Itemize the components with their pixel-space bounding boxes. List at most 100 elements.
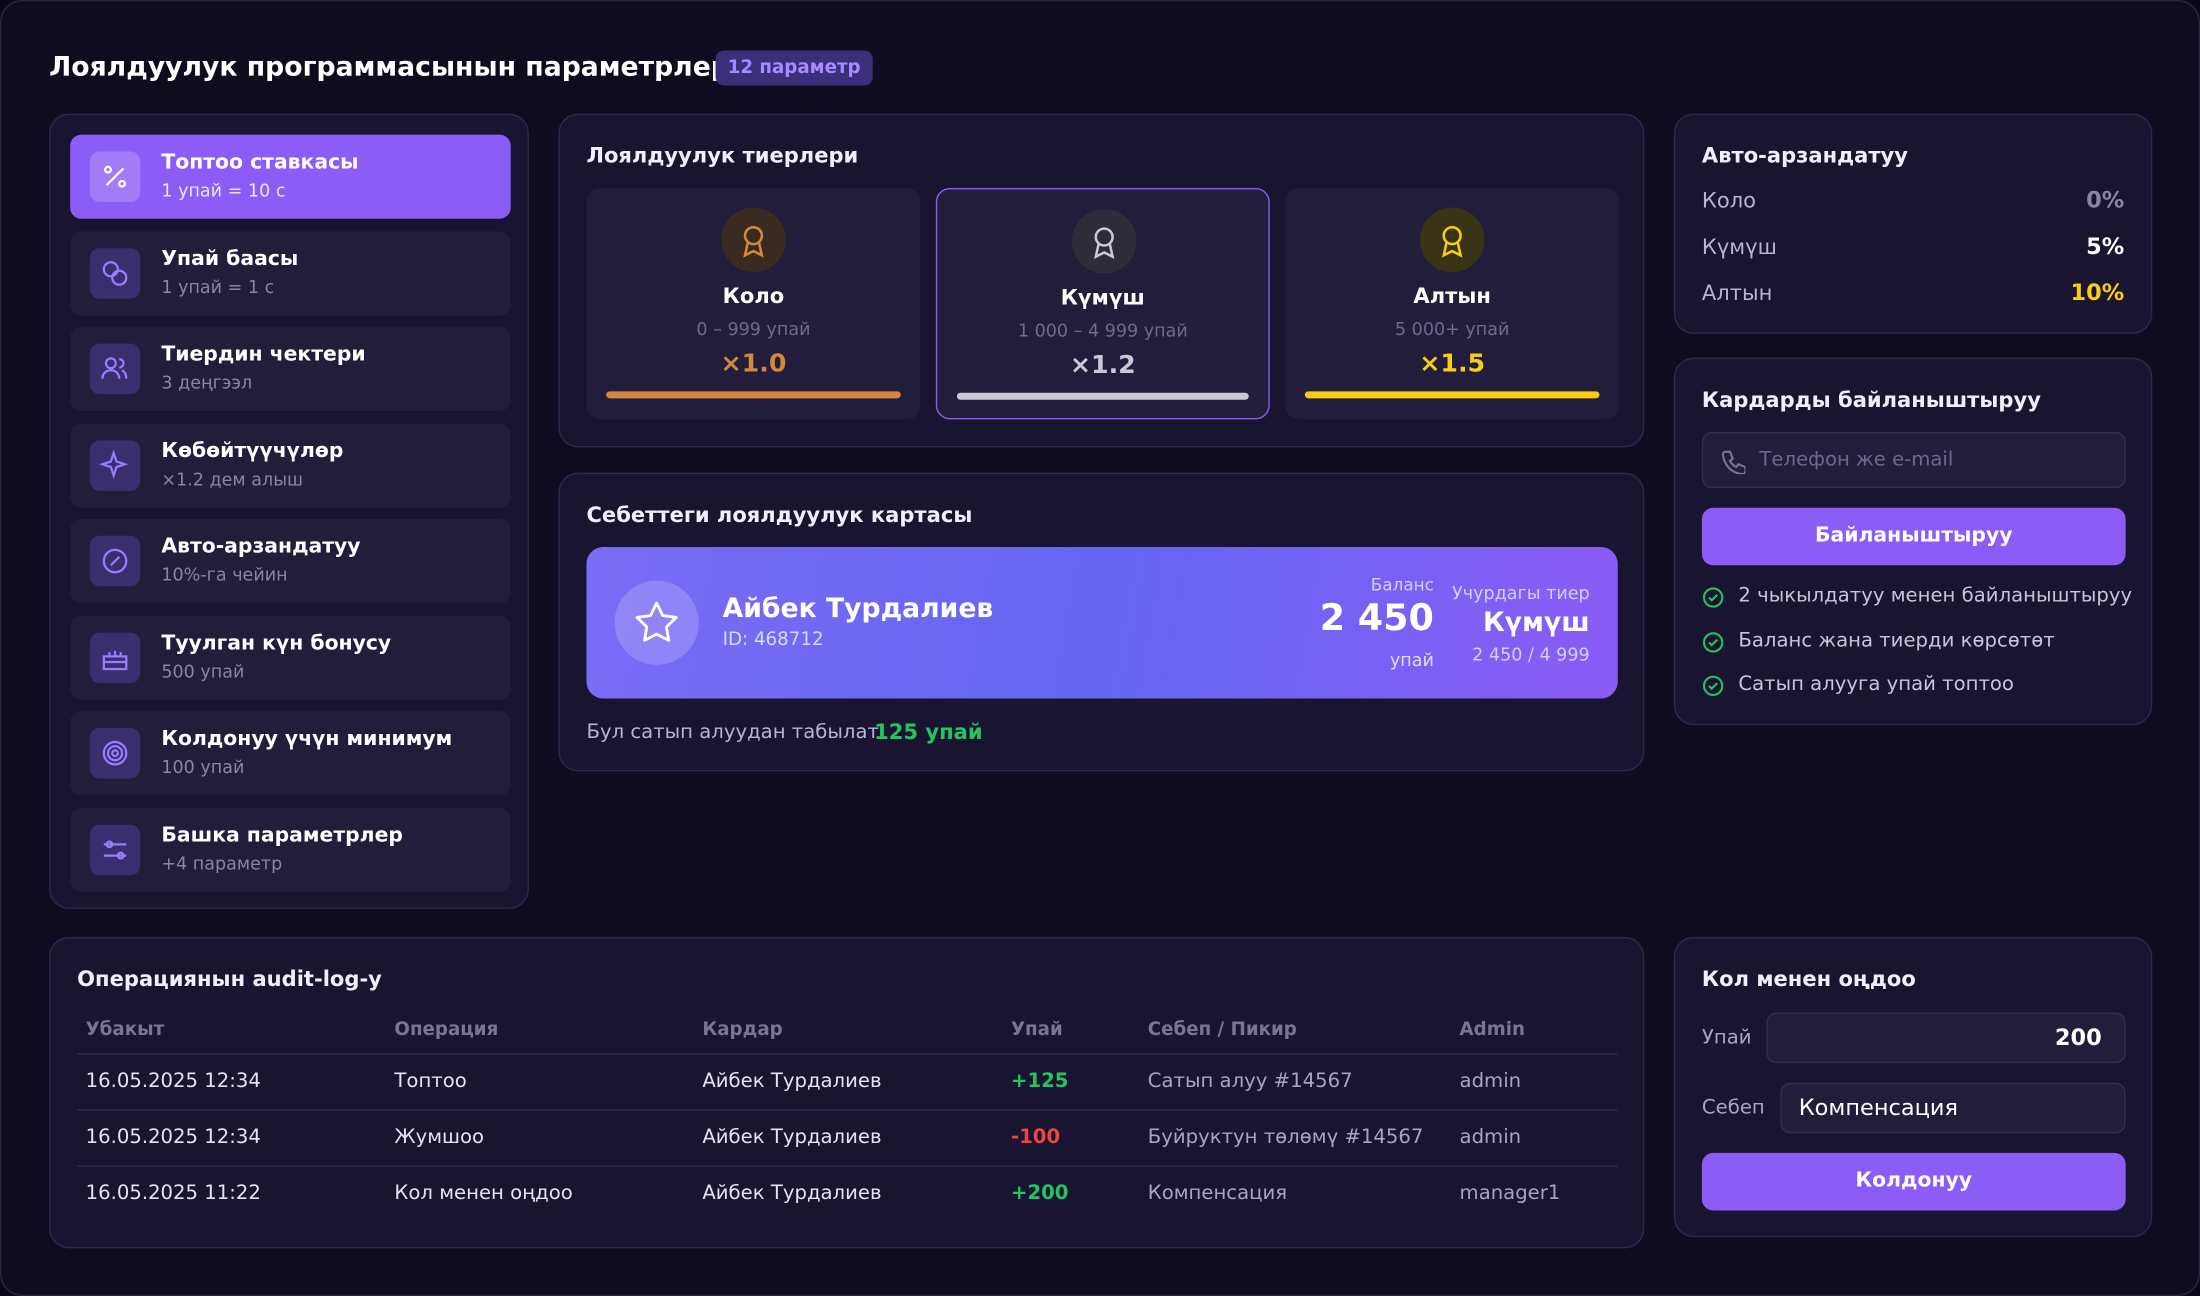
item-icon: [89, 727, 141, 779]
reason-input[interactable]: Компенсация: [1780, 1082, 2126, 1134]
card-avatar: [614, 580, 699, 665]
points-label: Упай: [1701, 1026, 1752, 1050]
table-cell: manager1: [1459, 1182, 1561, 1206]
table-header: Убакыт Операция Кардар Упай Себеп / Пикир Adm…: [77, 1008, 1618, 1054]
table-cell: Топтоо: [394, 1070, 467, 1093]
tier-bar: [956, 392, 1249, 400]
table-cell: 16.05.2025 12:34: [85, 1126, 261, 1149]
sidebar-item[interactable]: Авто-арзандатуу 10%-га чейин: [70, 518, 511, 604]
sidebar-item[interactable]: Тиердин чектери 3 деңгээл: [70, 326, 511, 411]
discount-value: 10%: [2070, 279, 2125, 306]
check: [1702, 631, 1724, 652]
card-panel: Себеттеги лоялдуулук картасы Айбек Турда…: [558, 472, 1645, 772]
tier-card[interactable]: Алтын 5 000+ упай ×1.5: [1285, 187, 1620, 420]
column-header: Операция: [394, 1020, 499, 1042]
column-header: Кардар: [702, 1020, 783, 1042]
tier-card[interactable]: Күмүш 1 000 – 4 999 упай ×1.2: [935, 187, 1270, 420]
apply-button[interactable]: Колдонуу: [1701, 1152, 2126, 1211]
table-cell: 16.05.2025 11:22: [85, 1182, 261, 1206]
table-row: 16.05.2025 12:34 Топтоо Айбек Турдалиев +12…: [77, 1053, 1618, 1110]
table-cell: +125: [1010, 1070, 1069, 1093]
discount-label: Күмүш: [1701, 234, 1777, 260]
phone-icon: [1721, 450, 1746, 475]
panel-title: Операциянын audit-log-у: [77, 966, 382, 992]
item-title: Колдонуу үчүн минимум: [161, 727, 453, 751]
tier-name: Алтын: [1413, 283, 1491, 309]
manual-panel: Кол менен оңдоо Упай 200 Себеп Компенсац…: [1673, 936, 2153, 1238]
check-icon: [1702, 630, 1724, 652]
medal-icon: [1441, 225, 1463, 258]
loyalty-card: Айбек Турдалиев ID: 468712 Баланс 2 450 …: [586, 547, 1618, 699]
check: [1702, 587, 1724, 608]
points-input[interactable]: 200: [1766, 1012, 2126, 1064]
item-icon: [89, 535, 141, 587]
icon: [102, 548, 128, 574]
sidebar-item[interactable]: Упай баасы 1 упай = 1 с: [70, 230, 511, 315]
balance-unit: упай: [1389, 649, 1434, 671]
tier-progress: 2 450 / 4 999: [1472, 643, 1590, 665]
item-title: Башка параметрлер: [161, 824, 403, 847]
tier-range: 5 000+ упай: [1394, 318, 1510, 340]
item-icon: [89, 151, 141, 202]
tier-card[interactable]: Коло 0 – 999 упай ×1.0: [586, 187, 921, 420]
tier-multiplier: ×1.2: [1069, 350, 1136, 381]
discount-value: 0%: [2086, 186, 2125, 214]
feature: Баланс жана тиерди көрсөтөт: [1738, 629, 2055, 652]
icon: [102, 650, 128, 670]
tier-label: Учурдагы тиер: [1452, 582, 1590, 604]
item-title: Топтоо ставкасы: [161, 151, 359, 174]
tier-multiplier: ×1.0: [720, 349, 787, 379]
icon: [102, 740, 128, 766]
tiers-panel: Лоялдуулук тиерлери Коло 0 – 999 упай ×1.0…: [558, 113, 1645, 448]
item-sub: 500 упай: [161, 659, 245, 681]
feature: 2 чыкылдатуу менен байланыштыруу: [1738, 584, 2133, 608]
item-title: Көбөйтүүчүлөр: [161, 439, 344, 463]
table-cell: Айбек Турдалиев: [702, 1070, 882, 1093]
customer-id: ID: 468712: [722, 629, 824, 651]
table-cell: -100: [1010, 1126, 1061, 1149]
balance-label: Баланс: [1370, 575, 1434, 595]
sidebar-item[interactable]: Топтоо ставкасы 1 упай = 10 с: [70, 134, 511, 219]
discount-label: Коло: [1701, 187, 1757, 214]
check: [1702, 675, 1724, 697]
star-icon: [635, 601, 678, 642]
tier-name: Күмүш: [1060, 284, 1145, 310]
column-header: Admin: [1459, 1020, 1525, 1042]
item-sub: +4 параметр: [161, 852, 283, 874]
discount-value: 5%: [2086, 232, 2125, 260]
icon: [102, 260, 128, 286]
panel-title: Лоялдуулук тиерлери: [586, 143, 859, 169]
contact-input[interactable]: Телефон же e-mail: [1701, 432, 2126, 489]
input-placeholder: Телефон же e-mail: [1759, 448, 1954, 472]
table-cell: Сатып алуу #14567: [1147, 1070, 1353, 1093]
table-cell: admin: [1459, 1126, 1522, 1149]
panel-title: Кардарды байланыштыруу: [1701, 387, 2041, 413]
column-header: Упай: [1010, 1020, 1063, 1042]
table-cell: +200: [1010, 1182, 1069, 1206]
icon: [104, 165, 126, 188]
table-cell: Буйруктун төлөмү #14567: [1147, 1126, 1424, 1149]
sidebar-item[interactable]: Туулган күн бонусу 500 упай: [70, 615, 511, 700]
item-sub: 100 упай: [161, 756, 245, 778]
tier-bar: [606, 391, 901, 399]
balance: 2 450: [1319, 597, 1434, 640]
tier-medal: [721, 207, 786, 273]
sidebar-item[interactable]: Колдонуу үчүн минимум 100 упай: [70, 711, 511, 796]
item-icon: [89, 824, 141, 875]
table-cell: admin: [1459, 1070, 1522, 1093]
earn-label: Бул сатып алуудан табылат:: [586, 720, 886, 744]
tier-range: 0 – 999 упай: [696, 318, 811, 340]
sidebar-item[interactable]: Көбөйтүүчүлөр ×1.2 дем алыш: [70, 422, 511, 508]
reason-label: Себеп: [1701, 1096, 1765, 1120]
sidebar-item[interactable]: Башка параметрлер +4 параметр: [70, 807, 511, 892]
badge: 12 параметр: [715, 50, 873, 86]
table-row: 16.05.2025 12:34 Жумшоо Айбек Турдалиев -10…: [77, 1109, 1618, 1166]
item-icon: [89, 343, 141, 395]
panel-title: Авто-арзандатуу: [1701, 143, 1908, 169]
item-icon: [89, 247, 141, 299]
table-cell: Айбек Турдалиев: [702, 1182, 882, 1206]
link-button[interactable]: Байланыштыруу: [1701, 507, 2126, 566]
item-sub: ×1.2 дем алыш: [161, 467, 304, 489]
panel-title: Кол менен оңдоо: [1701, 966, 1916, 992]
